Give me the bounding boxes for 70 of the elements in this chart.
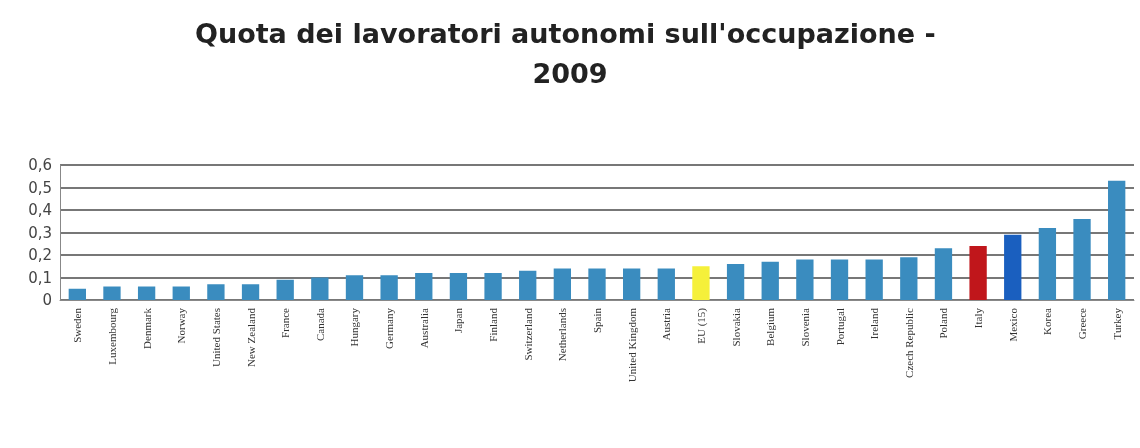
x-tick-label: Canada (313, 307, 326, 341)
bar (276, 279, 294, 300)
bar (103, 286, 121, 300)
bar (241, 284, 260, 300)
bar (484, 273, 502, 300)
bar (1073, 219, 1091, 300)
x-tick-label: Switzerland (521, 307, 534, 361)
bar (588, 268, 606, 300)
bar (137, 286, 156, 300)
x-tick-label: Japan (452, 307, 465, 334)
bar (345, 275, 364, 300)
x-tick-label: United States (209, 308, 222, 367)
x-tick-label: Turkey (1110, 307, 1123, 340)
bar (207, 284, 225, 300)
x-tick-label: Mexico (1006, 307, 1019, 342)
x-tick-label: Greece (1076, 307, 1089, 340)
x-tick-label: Korea (1041, 307, 1054, 335)
bar (865, 259, 883, 300)
bar (172, 286, 190, 300)
bar (796, 259, 814, 300)
bar (761, 261, 779, 300)
bar (657, 268, 675, 300)
x-tick-label: Czech Republic (902, 307, 915, 378)
x-tick-label: Spain (591, 307, 603, 334)
bar (311, 277, 329, 300)
y-tick-label: 0,1 (28, 268, 52, 287)
bar (830, 259, 849, 300)
bar (726, 264, 745, 300)
x-tick-label: Luxembourg (105, 307, 118, 365)
x-tick-label: Norway (175, 307, 188, 344)
y-tick-label: 0,2 (28, 246, 52, 264)
x-tick-label: Portugal (833, 308, 846, 346)
x-tick-label: Austria (660, 307, 673, 341)
bar (969, 246, 987, 300)
bar (1004, 234, 1022, 300)
bar (1038, 228, 1057, 300)
x-tick-label: Finland (487, 307, 500, 342)
bar (68, 288, 86, 300)
x-tick-label: Poland (937, 307, 950, 339)
y-tick-label: 0 (42, 291, 52, 309)
x-tick-label: Italy (972, 307, 985, 329)
x-tick-label: Slovenia (798, 307, 811, 347)
x-tick-label: Ireland (868, 307, 881, 340)
x-tick-label: EU (15) (694, 307, 708, 344)
bar (380, 275, 398, 300)
y-tick-label: 0,5 (28, 178, 52, 197)
x-tick-label: Germany (383, 307, 396, 349)
x-tick-label: Australia (417, 307, 430, 349)
bar (900, 257, 918, 300)
y-tick-label: 0,6 (28, 156, 52, 174)
x-tick-label: Netherlands (556, 308, 569, 362)
y-tick-label: 0,4 (28, 201, 52, 219)
bar (622, 268, 641, 300)
bar (934, 248, 953, 300)
chart-title: Quota dei lavoratori autonomi sull'occupazione - 2009 (194, 17, 946, 89)
bar (692, 266, 710, 300)
x-tick-label: Hungary (348, 307, 361, 347)
x-tick-label: Denmark (140, 307, 153, 349)
x-tick-label: Sweden (71, 307, 84, 343)
bar (1108, 180, 1126, 300)
bar (449, 273, 468, 300)
x-tick-label: New Zealand (244, 307, 257, 367)
bar (415, 273, 433, 300)
x-tick-label: France (279, 307, 292, 338)
x-tick-label: Belgium (764, 307, 777, 346)
x-tick-label: Slovakia (729, 307, 742, 347)
bar (553, 268, 572, 300)
x-tick-label: United Kingdom (625, 307, 638, 383)
y-tick-label: 0,3 (28, 223, 52, 242)
bar (519, 270, 537, 300)
